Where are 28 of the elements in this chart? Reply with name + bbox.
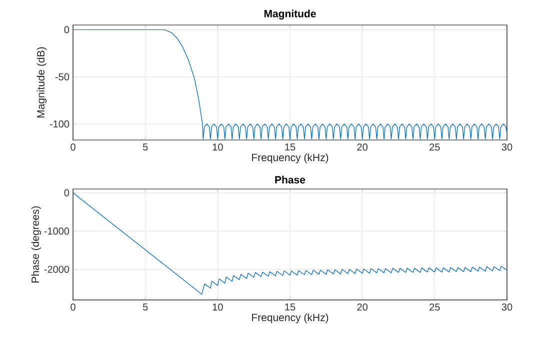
x-tick-label: 20: [357, 144, 368, 151]
x-axis-title: Frequency (kHz): [252, 313, 328, 324]
chart-title: Magnitude: [264, 10, 316, 20]
x-tick-label: 15: [285, 144, 296, 150]
y-tick-label: -100: [50, 120, 70, 128]
y-tick-label: -50: [55, 73, 70, 80]
y-axis-title: Phase (degrees): [31, 206, 42, 282]
y-tick-label: -2000: [44, 266, 70, 273]
x-tick-label: 15: [285, 304, 296, 310]
line-series: [73, 192, 507, 295]
y-tick-label: 0: [64, 26, 70, 34]
y-tick-label: 0: [64, 189, 70, 196]
x-tick-label: 0: [70, 144, 76, 151]
line-series: [73, 29, 507, 140]
y-tick-label: -1000: [44, 228, 70, 235]
x-tick-label: 20: [357, 304, 368, 311]
x-tick-label: 30: [502, 144, 512, 151]
y-axis-title: Magnitude (dB): [36, 47, 47, 118]
x-tick-label: 10: [212, 304, 223, 311]
x-tick-label: 0: [70, 304, 76, 311]
x-tick-label: 10: [212, 144, 223, 151]
chart-title: Phase: [275, 176, 306, 184]
x-tick-label: 25: [430, 304, 440, 311]
x-tick-label: 30: [502, 304, 512, 311]
x-tick-label: 5: [142, 144, 148, 150]
x-axis-title: Frequency (kHz): [252, 153, 328, 164]
x-tick-label: 5: [142, 304, 148, 310]
x-tick-label: 25: [430, 144, 440, 151]
